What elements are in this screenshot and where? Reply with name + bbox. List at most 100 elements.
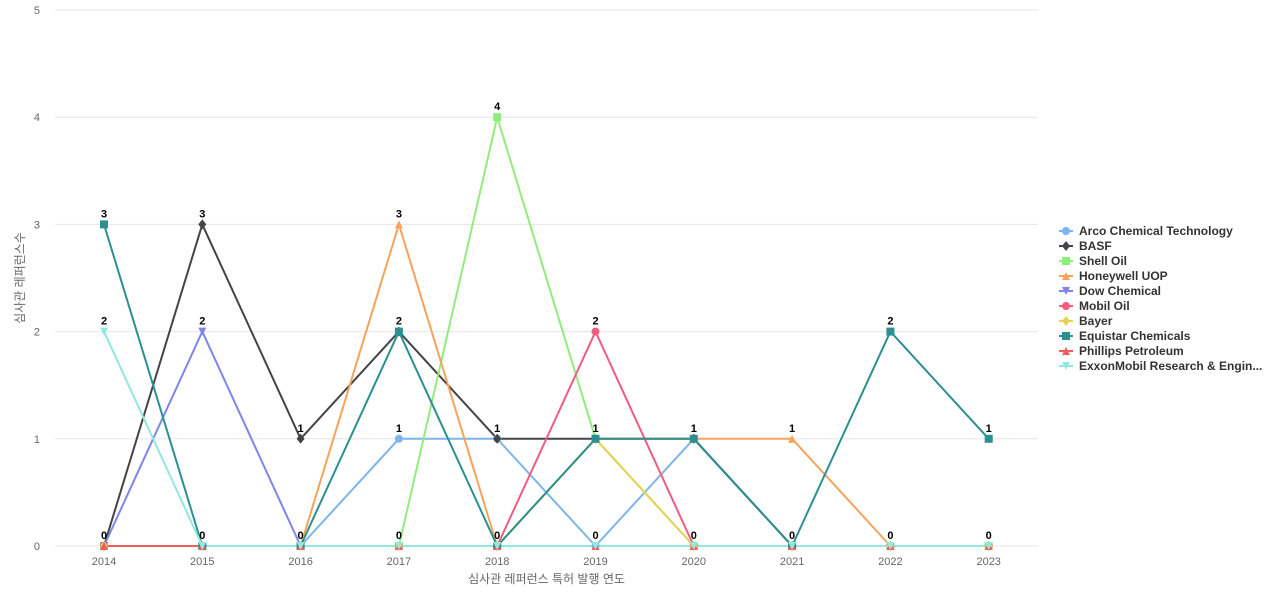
y-tick-label: 2 [34, 327, 40, 339]
legend-label: BASF [1079, 239, 1112, 253]
legend-label: Phillips Petroleum [1079, 344, 1184, 358]
data-label: 0 [494, 530, 500, 542]
data-label: 2 [887, 316, 893, 328]
legend-symbol [1062, 287, 1070, 295]
y-axis-title: 심사관 레퍼런스수 [13, 232, 27, 324]
x-tick-label: 2015 [190, 556, 214, 568]
x-axis-ticks: 2014 2015 2016 2017 2018 2019 2020 2021 2022 2023 [92, 556, 1001, 568]
data-point [296, 542, 305, 550]
legend-label: Dow Chemical [1079, 284, 1161, 298]
legend-symbol [1062, 332, 1070, 340]
data-label: 0 [789, 530, 795, 542]
data-label: 3 [396, 208, 402, 220]
data-label: 1 [298, 423, 304, 435]
data-label: 0 [396, 530, 402, 542]
data-label: 3 [101, 208, 107, 220]
legend-symbol [1062, 302, 1070, 310]
data-point [493, 433, 502, 444]
data-point [394, 220, 403, 229]
data-point [788, 542, 797, 550]
data-point [689, 542, 698, 550]
x-tick-label: 2020 [682, 556, 706, 568]
y-tick-label: 1 [34, 434, 40, 446]
data-point [100, 327, 108, 336]
legend-item[interactable]: BASF [1059, 239, 1112, 253]
legend-item[interactable]: Shell Oil [1059, 254, 1127, 268]
legend-label: Equistar Chemicals [1079, 329, 1191, 343]
data-point [886, 327, 895, 336]
legend-item[interactable]: ExxonMobil Research & Engin... [1059, 359, 1262, 373]
legend-item[interactable]: Dow Chemical [1059, 284, 1161, 298]
data-label: 4 [494, 101, 501, 113]
x-tick-label: 2022 [878, 556, 902, 568]
legend-item[interactable]: Honeywell UOP [1059, 269, 1168, 283]
series-lines [103, 116, 990, 547]
data-label: 1 [691, 423, 697, 435]
legend-label: Mobil Oil [1079, 299, 1130, 313]
legend-symbol [1062, 257, 1070, 265]
x-tick-label: 2019 [583, 556, 607, 568]
x-tick-label: 2014 [92, 556, 116, 568]
data-point [394, 542, 403, 550]
legend-symbol [1062, 272, 1070, 280]
data-label: 1 [986, 423, 992, 435]
x-tick-label: 2017 [387, 556, 411, 568]
series-line [103, 224, 990, 547]
data-label: 2 [101, 316, 107, 328]
data-label: 0 [592, 530, 598, 542]
data-point [296, 433, 305, 444]
data-point [591, 327, 600, 336]
legend-item[interactable]: Equistar Chemicals [1059, 329, 1191, 343]
data-label: 2 [592, 316, 598, 328]
data-label: 0 [887, 530, 893, 542]
legend-item[interactable]: Arco Chemical Technology [1059, 224, 1233, 238]
legend-symbol [1062, 362, 1070, 370]
legend-label: Honeywell UOP [1079, 269, 1168, 283]
legend-label: Arco Chemical Technology [1079, 224, 1233, 238]
data-label: 2 [396, 316, 402, 328]
data-point [394, 434, 403, 443]
x-tick-label: 2018 [485, 556, 509, 568]
series-line [103, 331, 989, 547]
x-tick-label: 2023 [976, 556, 1000, 568]
data-labels: 3 2 0 3 2 0 1 0 3 2 1 0 4 1 0 2 1 0 1 0 1 0 2 0 1 0 [101, 101, 992, 542]
x-tick-label: 2021 [780, 556, 804, 568]
series-line [104, 223, 989, 547]
y-tick-label: 0 [34, 541, 40, 553]
data-point [198, 542, 207, 550]
data-label: 1 [396, 423, 402, 435]
data-label: 0 [298, 530, 304, 542]
data-point [984, 434, 993, 443]
data-label: 2 [199, 316, 205, 328]
legend-item[interactable]: Bayer [1059, 314, 1113, 328]
data-point [591, 434, 600, 443]
x-tick-label: 2016 [288, 556, 312, 568]
legend-item[interactable]: Phillips Petroleum [1059, 344, 1184, 358]
legend-symbol [1062, 241, 1070, 251]
data-label: 1 [494, 423, 500, 435]
legend-symbol [1062, 347, 1070, 355]
data-point [493, 542, 502, 550]
data-label: 0 [691, 530, 697, 542]
x-axis-title: 심사관 레퍼런스 특허 발행 연도 [468, 571, 625, 586]
data-point [100, 542, 108, 550]
data-point [689, 434, 698, 443]
legend-label: Bayer [1079, 314, 1113, 328]
data-point [984, 542, 993, 550]
data-point [788, 434, 797, 443]
data-point [886, 542, 895, 550]
data-label: 0 [986, 530, 992, 542]
y-tick-label: 5 [34, 5, 40, 17]
data-point [100, 220, 108, 229]
legend-symbol [1062, 316, 1070, 326]
data-point [198, 327, 207, 336]
data-label: 3 [199, 208, 205, 220]
legend-item[interactable]: Mobil Oil [1059, 299, 1130, 313]
data-label: 0 [101, 530, 107, 542]
data-point [493, 113, 502, 122]
series-line [103, 223, 989, 547]
legend-symbol [1062, 227, 1070, 235]
